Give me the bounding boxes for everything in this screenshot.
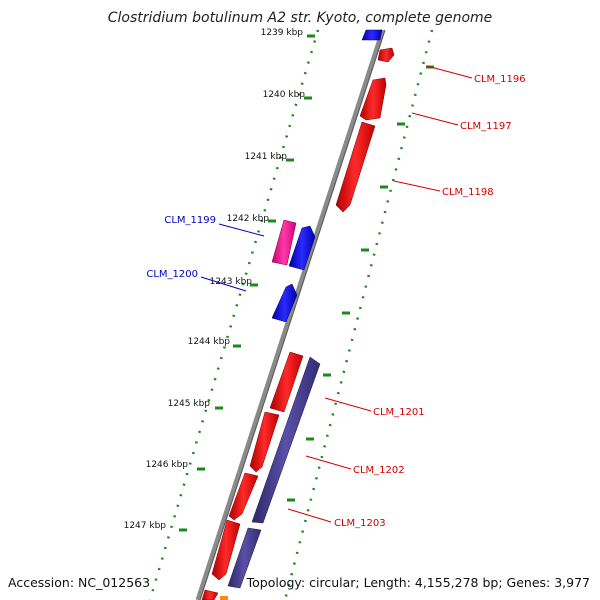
scale-tick-label: 1244 kbp <box>188 337 231 347</box>
scale-tick-label: 1246 kbp <box>146 460 189 470</box>
gene-label[interactable]: CLM_1197 <box>460 121 512 132</box>
scale-tick-label: 1243 kbp <box>210 277 253 287</box>
genome-summary-text: Topology: circular; Length: 4,155,278 bp… <box>246 575 590 590</box>
scale-tick-label: 1242 kbp <box>227 214 270 224</box>
gene-clm-1201[interactable] <box>269 351 304 413</box>
genome-backbone-shade <box>199 29 386 600</box>
gene-label[interactable]: CLM_1202 <box>353 465 405 476</box>
map-title: Clostridium botulinum A2 str. Kyoto, com… <box>108 10 493 26</box>
scale-tick-label: 1239 kbp <box>261 28 304 38</box>
scale-tick-label: 1240 kbp <box>263 90 306 100</box>
scale-tick-label: 1247 kbp <box>124 521 167 531</box>
gene-label[interactable]: CLM_1203 <box>334 518 386 529</box>
outer-track-dashes <box>287 65 434 502</box>
gene-label[interactable]: CLM_1200 <box>146 269 198 280</box>
accession-text: Accession: NC_012563 <box>8 575 150 590</box>
gene-purple-2[interactable] <box>227 527 262 589</box>
gene-top-clipped[interactable] <box>361 29 383 41</box>
gene-label[interactable]: CLM_1198 <box>442 187 494 198</box>
gene-clm-1199[interactable] <box>271 219 297 266</box>
label-leaders <box>200 65 473 523</box>
gene-clm-1200[interactable] <box>271 283 298 323</box>
gene-orange-bottom[interactable] <box>220 596 228 600</box>
gene-clm-1197[interactable] <box>359 77 387 121</box>
genome-backbone <box>195 29 386 600</box>
scale-tick-label: 1245 kbp <box>168 399 211 409</box>
gene-purple-1[interactable] <box>251 356 321 524</box>
gene-blue-1[interactable] <box>288 225 316 271</box>
gene-red-bottom[interactable] <box>201 589 219 600</box>
scale-ticks <box>179 34 315 532</box>
scale-tick-label: 1241 kbp <box>245 152 288 162</box>
inner-dotted-track <box>148 29 320 600</box>
gene-clm-1198[interactable] <box>335 121 376 213</box>
gene-label[interactable]: CLM_1199 <box>164 215 216 226</box>
gene-clm-1196[interactable] <box>377 47 395 63</box>
gene-red-lower-1[interactable] <box>211 519 241 581</box>
gene-label[interactable]: CLM_1196 <box>474 74 526 85</box>
gene-label[interactable]: CLM_1201 <box>373 407 425 418</box>
gene-clm-1202[interactable] <box>249 411 280 473</box>
gene-clm-1203[interactable] <box>228 472 259 521</box>
